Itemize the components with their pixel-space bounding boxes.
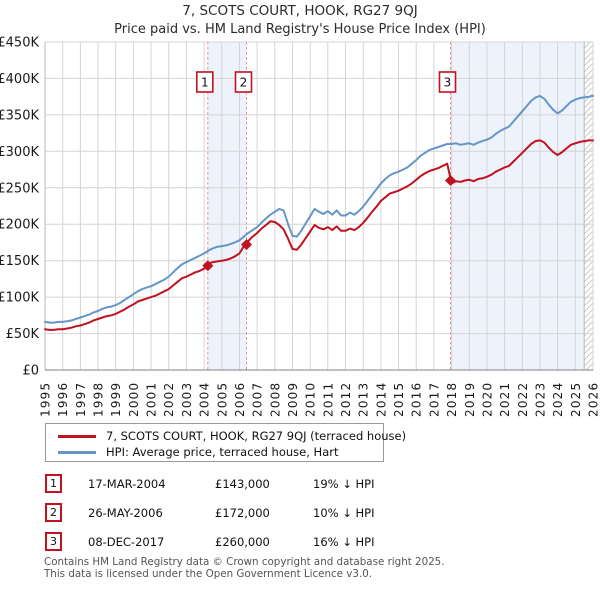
x-tick-label: 2025 (569, 382, 583, 417)
x-tick-label: 1998 (92, 382, 106, 417)
y-tick-label: £200K (0, 218, 39, 233)
property-line (44, 139, 594, 331)
x-tick-label: 2006 (233, 382, 247, 417)
hpi-line (44, 94, 594, 324)
x-tick-label: 2024 (551, 382, 565, 417)
x-tick-label: 2014 (374, 382, 388, 417)
x-tick-label: 2012 (339, 382, 353, 417)
legend-label-hpi: HPI: Average price, terraced house, Hart (106, 445, 339, 459)
x-tick-label: 2026 (587, 382, 600, 417)
footer-line-1: Contains HM Land Registry data © Crown c… (44, 556, 445, 568)
x-tick-label: 2019 (463, 382, 477, 417)
x-tick-label: 2001 (145, 382, 159, 417)
chart-title: 7, SCOTS COURT, HOOK, RG27 9QJ (182, 3, 418, 19)
sale-marker-2 (241, 239, 252, 251)
x-tick-label: 2000 (127, 382, 141, 417)
sale-number-box-3 (438, 71, 457, 93)
x-tick-label: 2002 (162, 382, 176, 417)
legend-label-property: 7, SCOTS COURT, HOOK, RG27 9QJ (terraced… (106, 429, 407, 443)
sale-number-box-1 (196, 71, 214, 93)
transaction-row-3: 3 08-DEC-2017 £260,000 16% ↓ HPI (45, 532, 425, 552)
x-tick-label: 2017 (427, 382, 441, 417)
sale-marker-3 (445, 175, 456, 186)
hpi-line-swatch (58, 450, 96, 454)
sale-price-3: £260,000 (215, 535, 270, 549)
sale-number-box-2 (234, 71, 253, 93)
future-hatch (584, 42, 594, 370)
sale-number-badge-3: 3 (45, 532, 62, 551)
y-tick-label: £300K (0, 145, 39, 160)
x-tick-label: 1996 (56, 382, 70, 417)
x-tick-label: 2023 (534, 382, 548, 417)
sale-date-2: 26-MAY-2006 (88, 506, 163, 520)
y-tick-label: £100K (0, 291, 39, 306)
x-tick-label: 2004 (198, 382, 212, 417)
y-tick-label: £0 (22, 364, 39, 379)
licence-footer: Contains HM Land Registry data © Crown c… (44, 556, 445, 580)
legend-item-property: 7, SCOTS COURT, HOOK, RG27 9QJ (terraced… (46, 428, 406, 444)
transaction-row-2: 2 26-MAY-2006 £172,000 10% ↓ HPI (45, 503, 425, 523)
sale-vs-hpi-3: 16% ↓ HPI (313, 535, 375, 549)
y-tick-label: £250K (0, 181, 39, 196)
x-tick-label: 1995 (39, 382, 53, 417)
y-tick-label: £450K (0, 36, 39, 51)
legend: 7, SCOTS COURT, HOOK, RG27 9QJ (terraced… (45, 423, 406, 462)
sale-number-2: 2 (240, 76, 248, 90)
x-tick-label: 2008 (268, 382, 282, 417)
y-tick-label: £400K (0, 72, 39, 87)
x-tick-label: 2022 (516, 382, 530, 417)
y-tick-label: £150K (0, 254, 39, 269)
ownership-band (450, 42, 585, 370)
sale-price-1: £143,000 (215, 477, 270, 491)
x-tick-label: 2007 (251, 382, 265, 417)
price-history-chart: 1 2 3 £0 £50K £100K £150K £200K £250K £300K £350K £… (0, 36, 600, 418)
sale-marker-1 (202, 260, 214, 272)
x-tick-label: 2009 (286, 382, 300, 417)
sale-number-badge-2: 2 (45, 503, 62, 522)
y-tick-label: £350K (0, 108, 39, 123)
x-tick-label: 2003 (180, 382, 194, 417)
x-tick-label: 2020 (480, 382, 494, 417)
x-tick-label: 2021 (498, 382, 512, 417)
transaction-row-1: 1 17-MAR-2004 £143,000 19% ↓ HPI (45, 474, 425, 494)
gridlines (44, 41, 594, 371)
property-line-swatch (58, 434, 96, 438)
sale-number-badge-1: 1 (45, 474, 62, 493)
chart-subtitle: Price paid vs. HM Land Registry's House … (114, 22, 486, 37)
legend-item-hpi: HPI: Average price, terraced house, Hart (46, 444, 383, 460)
sale-date-1: 17-MAR-2004 (88, 477, 166, 491)
x-tick-label: 2010 (304, 382, 318, 417)
x-tick-label: 2013 (357, 382, 371, 417)
footer-line-2: This data is licensed under the Open Gov… (44, 567, 373, 580)
x-tick-label: 1999 (109, 382, 123, 417)
sale-vs-hpi-1: 19% ↓ HPI (313, 477, 375, 491)
sale-price-2: £172,000 (215, 506, 270, 520)
x-tick-label: 2016 (410, 382, 424, 417)
sale-number-1: 1 (201, 76, 209, 90)
sale-date-3: 08-DEC-2017 (88, 535, 165, 549)
sale-number-3: 3 (444, 76, 452, 90)
x-tick-label: 2015 (392, 382, 406, 417)
y-tick-label: £50K (6, 327, 40, 342)
x-tick-label: 1997 (74, 382, 88, 417)
sale-vs-hpi-2: 10% ↓ HPI (313, 506, 375, 520)
x-tick-label: 2018 (445, 382, 459, 417)
x-tick-label: 2011 (321, 382, 335, 417)
x-tick-label: 2005 (215, 382, 229, 417)
ownership-band (207, 42, 247, 370)
